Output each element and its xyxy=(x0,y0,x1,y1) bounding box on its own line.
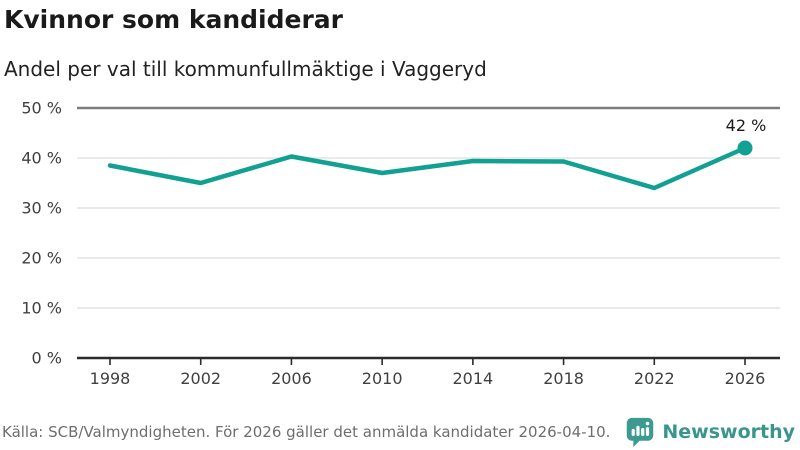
newsworthy-wordmark: Newsworthy xyxy=(662,420,795,443)
newsworthy-logo: Newsworthy xyxy=(625,416,795,447)
x-tick-label: 1998 xyxy=(90,369,131,388)
x-tick-label: 2014 xyxy=(452,369,493,388)
source-note: Källa: SCB/Valmyndigheten. För 2026 gäll… xyxy=(2,422,611,441)
y-tick-label: 10 % xyxy=(21,299,62,318)
chart-footer: Källa: SCB/Valmyndigheten. För 2026 gäll… xyxy=(2,416,795,447)
x-tick-label: 2018 xyxy=(543,369,584,388)
end-point xyxy=(737,140,753,156)
chart-subtitle: Andel per val till kommunfullmäktige i V… xyxy=(4,57,487,81)
y-tick-label: 0 % xyxy=(32,349,62,368)
x-tick-label: 2022 xyxy=(634,369,675,388)
end-value-label: 42 % xyxy=(726,116,767,135)
x-tick-label: 2006 xyxy=(271,369,312,388)
x-tick-label: 2010 xyxy=(362,369,403,388)
y-tick-label: 30 % xyxy=(21,199,62,218)
chart-title: Kvinnor som kandiderar xyxy=(4,5,343,34)
y-tick-label: 40 % xyxy=(21,149,62,168)
x-tick-label: 2026 xyxy=(725,369,766,388)
x-tick-label: 2002 xyxy=(180,369,221,388)
newsworthy-bubble-icon xyxy=(627,417,654,447)
y-tick-label: 50 % xyxy=(21,99,62,118)
data-line xyxy=(107,145,748,191)
y-tick-label: 20 % xyxy=(21,249,62,268)
